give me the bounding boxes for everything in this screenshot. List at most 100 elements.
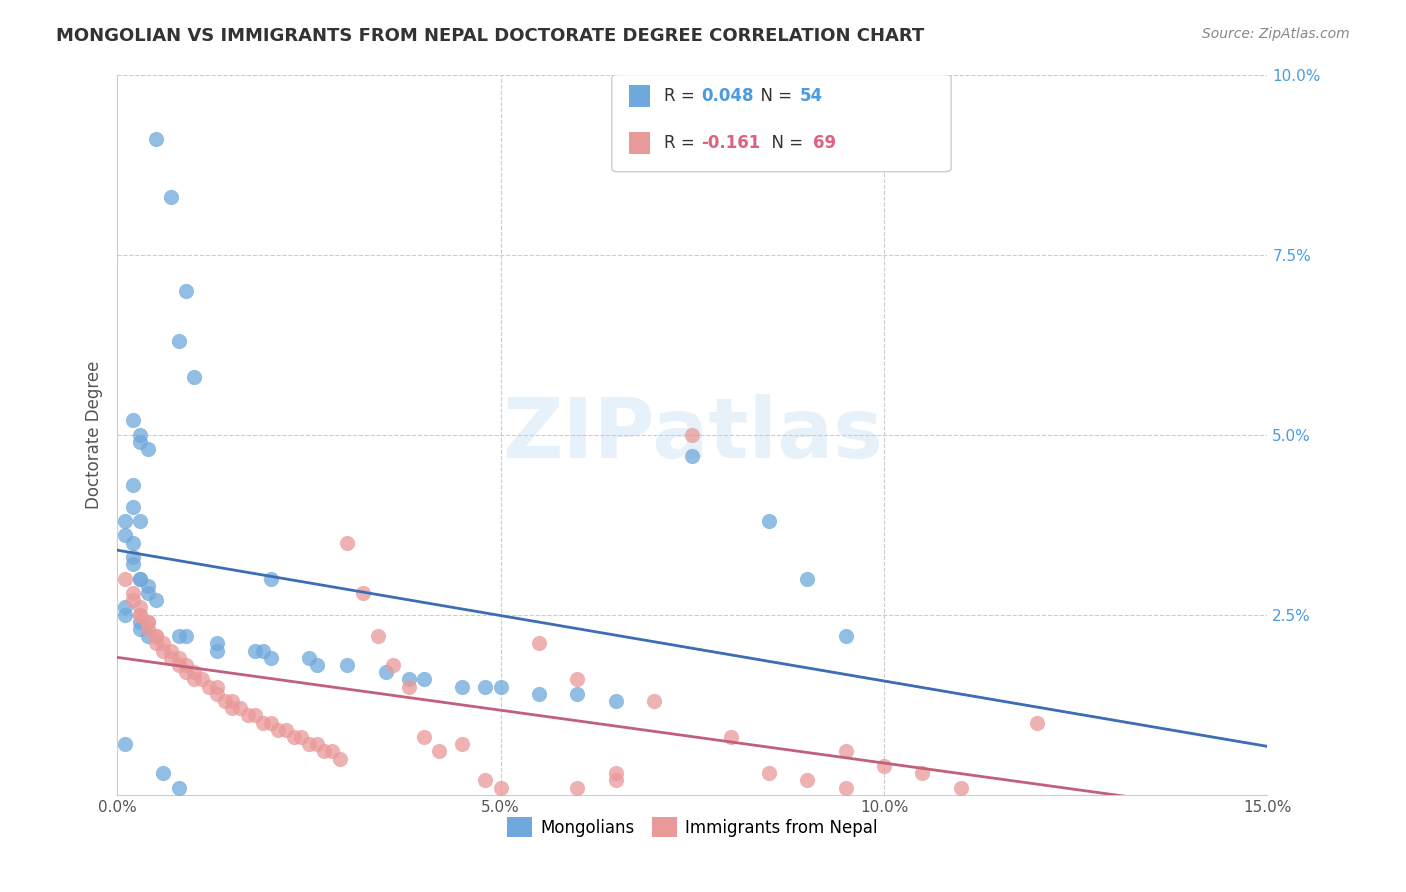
Point: [681, 427, 703, 442]
Point: [167, 629, 190, 643]
Point: [720, 730, 742, 744]
Point: [160, 190, 183, 204]
Point: [121, 478, 143, 492]
Point: [305, 737, 328, 751]
Point: [245, 643, 267, 657]
Point: [252, 643, 274, 657]
Point: [298, 651, 321, 665]
Point: [298, 737, 321, 751]
Point: [205, 643, 228, 657]
Text: N =: N =: [749, 87, 797, 105]
Point: [252, 715, 274, 730]
Point: [259, 572, 281, 586]
Point: [183, 673, 205, 687]
Point: [183, 370, 205, 384]
Point: [129, 514, 152, 528]
Point: [336, 658, 359, 673]
Point: [221, 701, 243, 715]
Point: [336, 535, 359, 549]
Point: [129, 615, 152, 629]
FancyBboxPatch shape: [612, 75, 950, 172]
Point: [121, 586, 143, 600]
Point: [911, 766, 934, 780]
Point: [114, 600, 136, 615]
Point: [567, 687, 589, 701]
Point: [834, 744, 856, 758]
Point: [413, 673, 436, 687]
Text: ZIPatlas: ZIPatlas: [502, 394, 883, 475]
Point: [474, 773, 496, 788]
Point: [314, 744, 336, 758]
Point: [834, 629, 856, 643]
Y-axis label: Doctorate Degree: Doctorate Degree: [86, 360, 103, 508]
Point: [129, 434, 152, 449]
Point: [527, 636, 550, 650]
Point: [567, 673, 589, 687]
Point: [229, 701, 252, 715]
Point: [489, 780, 512, 795]
Point: [114, 737, 136, 751]
Point: [183, 665, 205, 680]
Point: [174, 629, 197, 643]
Point: [259, 651, 281, 665]
Point: [121, 549, 143, 564]
Point: [305, 658, 328, 673]
Point: [129, 572, 152, 586]
Point: [121, 558, 143, 572]
Point: [1026, 715, 1049, 730]
Point: [121, 593, 143, 607]
Point: [136, 442, 159, 456]
Point: [114, 572, 136, 586]
Point: [283, 730, 305, 744]
Point: [605, 773, 627, 788]
Point: [114, 528, 136, 542]
Point: [451, 680, 474, 694]
Point: [274, 723, 297, 737]
Point: [136, 579, 159, 593]
Point: [190, 673, 212, 687]
Text: 0.048: 0.048: [702, 87, 754, 105]
Point: [121, 413, 143, 427]
Text: Source: ZipAtlas.com: Source: ZipAtlas.com: [1202, 27, 1350, 41]
Point: [145, 629, 167, 643]
Text: R =: R =: [664, 134, 700, 152]
Point: [290, 730, 312, 744]
FancyBboxPatch shape: [628, 86, 650, 107]
Point: [949, 780, 972, 795]
Text: -0.161: -0.161: [702, 134, 761, 152]
Point: [167, 780, 190, 795]
Point: [451, 737, 474, 751]
Point: [129, 427, 152, 442]
Point: [245, 708, 267, 723]
Point: [145, 593, 167, 607]
Point: [236, 708, 259, 723]
Point: [198, 680, 221, 694]
Point: [174, 284, 197, 298]
Point: [174, 658, 197, 673]
Point: [152, 766, 174, 780]
Point: [136, 622, 159, 636]
Legend: Mongolians, Immigrants from Nepal: Mongolians, Immigrants from Nepal: [501, 810, 884, 844]
Point: [145, 629, 167, 643]
Point: [374, 665, 396, 680]
Point: [605, 766, 627, 780]
Text: 54: 54: [799, 87, 823, 105]
Point: [129, 607, 152, 622]
Point: [205, 687, 228, 701]
Point: [398, 673, 420, 687]
Point: [643, 694, 665, 708]
Point: [114, 514, 136, 528]
Point: [489, 680, 512, 694]
Text: MONGOLIAN VS IMMIGRANTS FROM NEPAL DOCTORATE DEGREE CORRELATION CHART: MONGOLIAN VS IMMIGRANTS FROM NEPAL DOCTO…: [56, 27, 925, 45]
Point: [167, 651, 190, 665]
Point: [321, 744, 343, 758]
Point: [873, 759, 896, 773]
Point: [160, 643, 183, 657]
Point: [136, 615, 159, 629]
Point: [605, 694, 627, 708]
Point: [214, 694, 236, 708]
FancyBboxPatch shape: [628, 132, 650, 153]
Point: [205, 680, 228, 694]
Point: [129, 572, 152, 586]
Point: [129, 607, 152, 622]
